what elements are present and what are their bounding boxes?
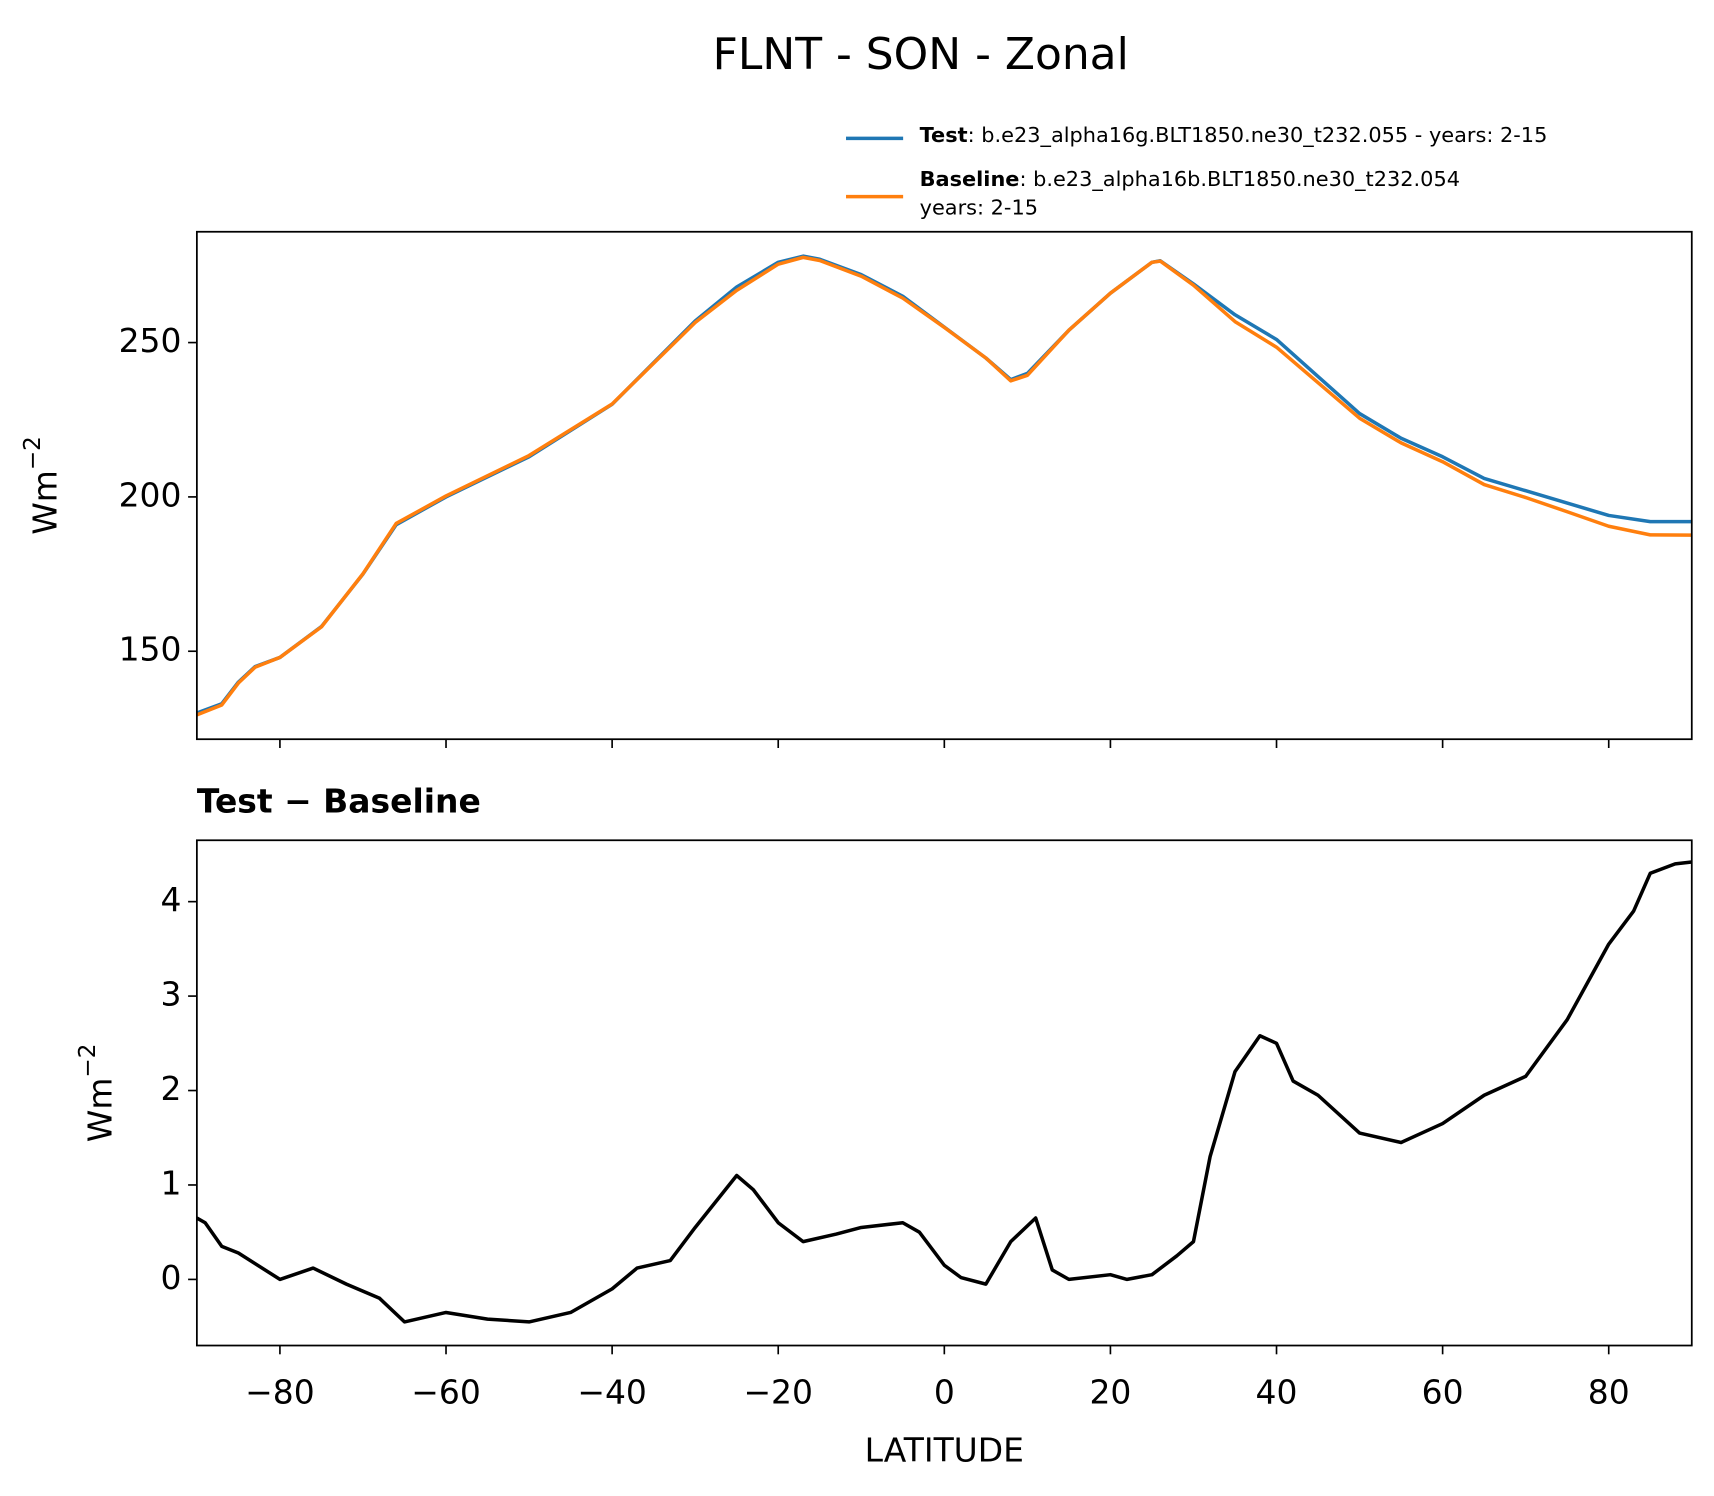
data-line [196,254,1692,715]
y-tick-label: 150 [119,630,182,669]
y-axis-label-base: Wm [80,1078,119,1143]
y-axis-label: Wm−2 [20,436,64,535]
data-line [196,860,1692,1324]
y-tick-label: 1 [161,1163,182,1202]
y-tick-label: 4 [161,880,182,919]
legend-label: Baseline: b.e23_alpha16b.BLT1850.ne30_t2… [920,167,1460,192]
y-axis-label-sup: −2 [20,436,46,470]
x-axis-label: LATITUDE [865,1431,1024,1470]
y-tick-label: 0 [161,1258,182,1297]
x-tick-label: 0 [934,1372,955,1411]
y-tick-label: 250 [119,321,182,360]
figure-title: FLNT - SON - Zonal [713,29,1129,80]
x-tick-label: −40 [577,1372,647,1411]
y-tick-label: 2 [161,1069,182,1108]
legend-label: Test: b.e23_alpha16g.BLT1850.ne30_t232.0… [920,123,1548,148]
y-tick-label: 200 [119,475,182,514]
x-tick-label: −20 [743,1372,813,1411]
legend-description: : b.e23_alpha16b.BLT1850.ne30_t232.054 [1019,167,1460,192]
data-line [196,255,1692,717]
axes-frame [195,230,1693,741]
legend-label: years: 2-15 [920,196,1038,220]
legend-name: Baseline [920,167,1020,191]
y-axis-label: Wm−2 [75,1044,119,1143]
legend-description: years: 2-15 [920,196,1038,220]
y-tick-label: 3 [161,975,182,1014]
x-tick-label: −80 [245,1372,315,1411]
x-tick-label: −60 [411,1372,481,1411]
x-tick-label: 60 [1422,1372,1464,1411]
y-axis-label-sup: −2 [75,1044,101,1078]
x-tick-label: 40 [1256,1372,1298,1411]
y-axis-label-base: Wm [25,470,64,535]
panel-title: Test − Baseline [197,781,481,820]
x-tick-label: 20 [1089,1372,1131,1411]
legend-name: Test [920,123,968,147]
x-tick-label: 80 [1588,1372,1630,1411]
legend-description: : b.e23_alpha16g.BLT1850.ne30_t232.055 -… [968,123,1548,148]
axes-frame [195,839,1693,1347]
